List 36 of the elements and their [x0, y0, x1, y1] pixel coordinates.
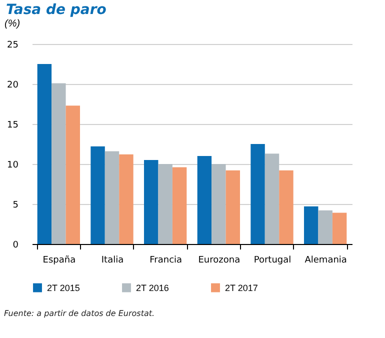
y-tick-label: 10 — [7, 160, 19, 170]
y-tick-label: 20 — [7, 80, 19, 90]
y-tick-label: 0 — [12, 240, 19, 250]
bar — [52, 83, 66, 244]
bar — [304, 206, 318, 244]
chart-title: Tasa de paro — [5, 1, 108, 18]
source-note: Fuente: a partir de datos de Eurostat. — [3, 309, 156, 318]
y-axis-title: (%) — [4, 18, 20, 30]
bar — [212, 164, 226, 244]
bar — [197, 156, 212, 244]
legend-label: 2T 2015 — [47, 282, 80, 293]
x-tick-label: Alemania — [304, 256, 347, 266]
bar — [264, 154, 280, 244]
bar — [144, 160, 158, 244]
bar — [119, 154, 134, 244]
x-tick-label: Eurozona — [198, 256, 240, 266]
bar — [104, 151, 120, 244]
y-tick-label: 15 — [7, 120, 18, 130]
bar — [158, 164, 172, 244]
bar — [37, 64, 52, 244]
y-tick-label: 5 — [12, 200, 18, 210]
x-tick-label: Italia — [101, 256, 124, 266]
bar — [332, 212, 347, 244]
bar — [90, 146, 105, 244]
y-tick-label: 25 — [7, 40, 18, 50]
bar — [172, 167, 187, 244]
bar — [250, 144, 265, 244]
bar — [226, 170, 240, 244]
legend-label: 2T 2016 — [136, 282, 169, 293]
x-tick-label: Portugal — [254, 256, 292, 266]
bar — [279, 170, 294, 244]
x-tick-label: Francia — [150, 256, 182, 266]
bar — [66, 106, 80, 244]
legend-label: 2T 2017 — [225, 282, 258, 293]
bar — [318, 210, 332, 244]
x-tick-label: España — [42, 256, 76, 266]
